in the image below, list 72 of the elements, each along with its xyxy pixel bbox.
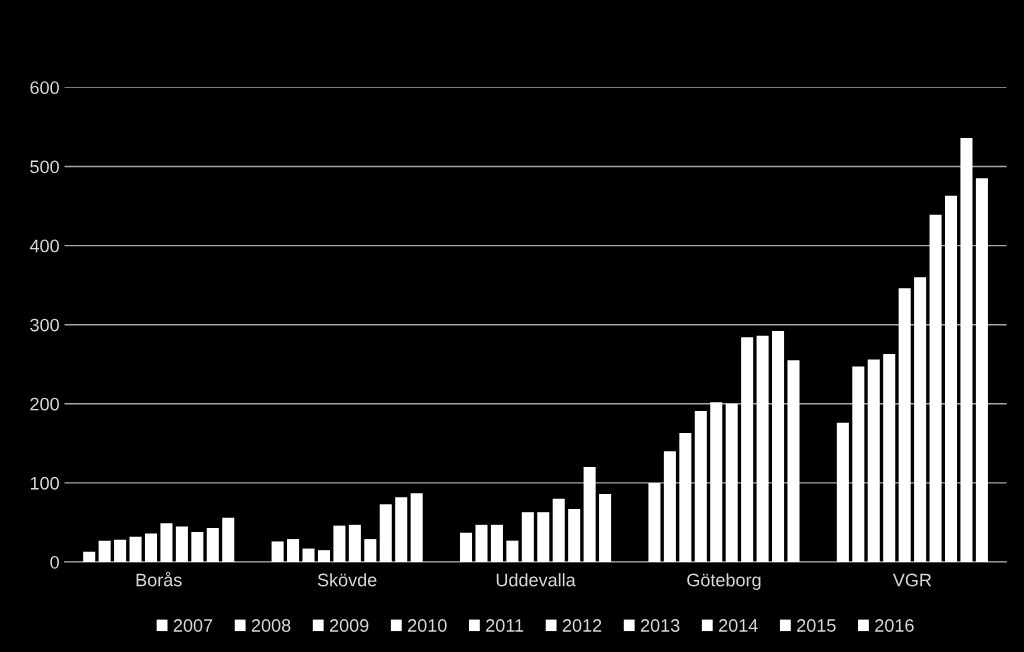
y-tick-label: 100: [30, 476, 59, 490]
bar: [568, 509, 581, 563]
x-tick-label: VGR: [892, 573, 932, 587]
bar: [83, 551, 96, 563]
bar: [679, 433, 692, 563]
bar: [191, 531, 204, 563]
y-tick-label: 600: [30, 81, 59, 95]
legend-label: 2012: [562, 619, 602, 632]
bar: [772, 331, 785, 563]
bar: [929, 214, 942, 563]
bar: [898, 288, 911, 563]
y-tick-label: 300: [30, 318, 59, 332]
bar: [583, 467, 596, 563]
bar: [364, 539, 377, 563]
legend-label: 2013: [640, 619, 680, 632]
bar: [271, 541, 284, 563]
bar: [287, 539, 300, 563]
bar: [317, 550, 330, 563]
y-tick-label: 0: [50, 555, 59, 569]
bar: [975, 178, 988, 563]
x-tick-label: Göteborg: [687, 573, 761, 590]
bar: [648, 482, 661, 563]
bar: [206, 528, 219, 563]
bar: [694, 410, 707, 563]
bar: [506, 540, 519, 563]
bar: [144, 533, 158, 563]
bar: [348, 524, 361, 563]
bar: [867, 359, 880, 563]
x-tick-label: Uddevalla: [496, 573, 576, 587]
bar: [914, 277, 927, 563]
bar: [756, 335, 769, 563]
bar: [883, 353, 896, 563]
bar: [395, 497, 408, 563]
y-tick-label: 500: [30, 160, 59, 174]
bar: [725, 403, 738, 563]
bar: [852, 366, 865, 563]
legend-label: 2014: [719, 619, 758, 632]
bar: [302, 548, 315, 563]
bar: [460, 532, 473, 563]
legend-label: 2008: [251, 619, 291, 632]
x-tick-label: Skövde: [317, 573, 377, 587]
bar: [490, 524, 503, 563]
bar: [552, 498, 565, 563]
legend-label: 2010: [408, 619, 447, 632]
bar: [175, 526, 188, 563]
bar: [410, 493, 423, 563]
legend-label: 2015: [797, 619, 836, 632]
bar: [710, 402, 723, 563]
bar: [222, 517, 235, 563]
bar: [787, 360, 800, 563]
bar: [333, 525, 346, 563]
legend-label: 2009: [329, 619, 369, 632]
bar: [129, 536, 142, 563]
legend-label: 2007: [173, 619, 213, 632]
x-tick-label: Borås: [136, 571, 182, 587]
bar: [599, 493, 612, 563]
bar: [944, 195, 958, 563]
bar: [960, 138, 973, 563]
bar: [663, 451, 676, 563]
bar: [98, 540, 111, 563]
legend-label: 2016: [875, 619, 914, 632]
y-tick-label: 200: [30, 397, 59, 411]
bar: [836, 422, 849, 563]
bar: [537, 512, 550, 563]
bar: [475, 524, 488, 563]
legend-label: 2011: [486, 619, 524, 632]
bar: [114, 539, 127, 563]
bar: [521, 512, 534, 563]
y-tick-label: 400: [29, 239, 59, 253]
bar: [379, 504, 392, 563]
bar: [160, 523, 173, 563]
bar: [741, 337, 754, 563]
